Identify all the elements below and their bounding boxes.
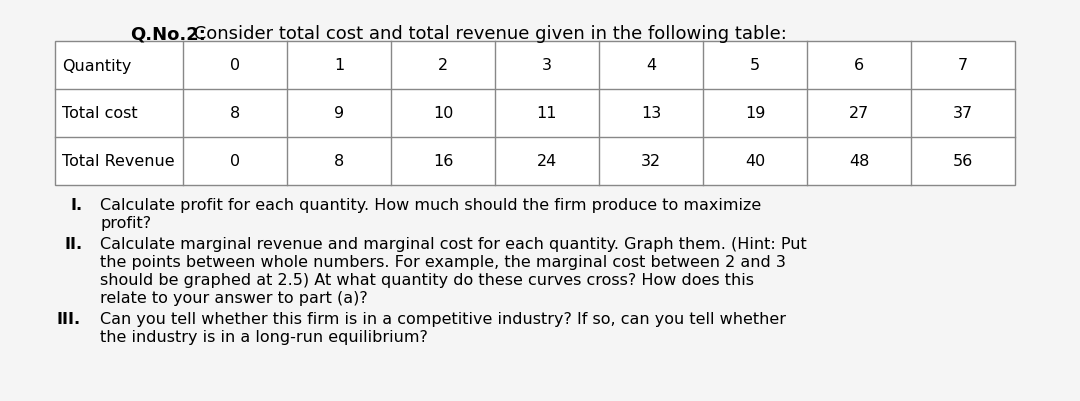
Text: 19: 19 [745,106,766,121]
Text: 0: 0 [230,154,240,169]
Text: 56: 56 [953,154,973,169]
Text: 27: 27 [849,106,869,121]
Text: 0: 0 [230,59,240,73]
Text: Can you tell whether this firm is in a competitive industry? If so, can you tell: Can you tell whether this firm is in a c… [100,311,786,326]
Text: 40: 40 [745,154,765,169]
Text: the industry is in a long-run equilibrium?: the industry is in a long-run equilibriu… [100,329,428,344]
Text: 5: 5 [750,59,760,73]
Text: 6: 6 [854,59,864,73]
Text: 11: 11 [537,106,557,121]
Text: Calculate profit for each quantity. How much should the firm produce to maximize: Calculate profit for each quantity. How … [100,198,761,213]
Text: 9: 9 [334,106,345,121]
Text: 13: 13 [640,106,661,121]
Text: should be graphed at 2.5) At what quantity do these curves cross? How does this: should be graphed at 2.5) At what quanti… [100,272,754,287]
Text: Q.No.2:: Q.No.2: [130,25,206,43]
Text: Consider total cost and total revenue given in the following table:: Consider total cost and total revenue gi… [188,25,787,43]
Text: 1: 1 [334,59,345,73]
Text: 8: 8 [230,106,240,121]
Text: 32: 32 [640,154,661,169]
Text: 3: 3 [542,59,552,73]
Text: 7: 7 [958,59,968,73]
Text: 2: 2 [437,59,448,73]
Text: 48: 48 [849,154,869,169]
Text: Calculate marginal revenue and marginal cost for each quantity. Graph them. (Hin: Calculate marginal revenue and marginal … [100,237,807,251]
Text: profit?: profit? [100,215,151,231]
Text: 37: 37 [953,106,973,121]
Bar [55,42,1015,186]
Text: the points between whole numbers. For example, the marginal cost between 2 and 3: the points between whole numbers. For ex… [100,254,786,269]
Text: Quantity: Quantity [62,59,132,73]
Text: III.: III. [57,311,81,326]
Text: 16: 16 [433,154,454,169]
Text: Total Revenue: Total Revenue [62,154,175,169]
Text: 8: 8 [334,154,345,169]
Text: relate to your answer to part (a)?: relate to your answer to part (a)? [100,290,368,305]
Text: 10: 10 [433,106,454,121]
Text: 4: 4 [646,59,656,73]
Text: II.: II. [65,237,83,251]
Text: 24: 24 [537,154,557,169]
Text: I.: I. [70,198,82,213]
Text: Total cost: Total cost [62,106,137,121]
